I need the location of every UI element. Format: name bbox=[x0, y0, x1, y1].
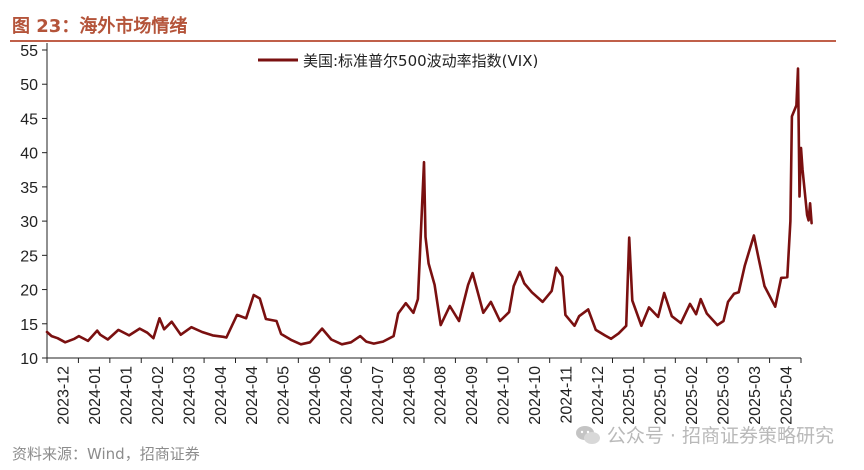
x-tick-label: 2024-01 bbox=[119, 366, 136, 425]
x-tick-label: 2024-04 bbox=[213, 366, 230, 425]
x-tick-label: 2024-12 bbox=[590, 366, 607, 425]
x-tick-label: 2024-06 bbox=[307, 366, 324, 425]
x-tick-label: 2025-01 bbox=[653, 366, 670, 425]
x-tick-label: 2025-03 bbox=[715, 366, 732, 425]
x-tick-label: 2024-02 bbox=[150, 366, 167, 425]
x-tick-label: 2024-09 bbox=[464, 366, 481, 425]
x-tick-label: 2024-05 bbox=[276, 366, 293, 425]
x-tick-label: 2024-04 bbox=[244, 366, 261, 425]
y-tick-label: 40 bbox=[20, 146, 38, 163]
x-tick-label: 2024-10 bbox=[496, 366, 513, 425]
chart-plot-area bbox=[45, 67, 813, 346]
source-note: 资料来源：Wind，招商证券 bbox=[12, 445, 200, 463]
y-tick-label: 10 bbox=[20, 351, 38, 368]
watermark: 公众号 · 招商证券策略研究 bbox=[575, 421, 834, 448]
y-tick-label: 50 bbox=[20, 77, 38, 94]
x-tick-label: 2024-08 bbox=[433, 366, 450, 425]
y-tick-label: 20 bbox=[20, 283, 38, 300]
y-tick-label: 30 bbox=[20, 214, 38, 231]
watermark-text: 公众号 · 招商证券策略研究 bbox=[606, 425, 834, 447]
chart-legend: 美国:标准普尔500波动率指数(VIX) bbox=[258, 52, 538, 70]
y-tick-label: 15 bbox=[20, 317, 38, 334]
y-tick-label: 45 bbox=[20, 111, 38, 128]
x-tick-label: 2025-02 bbox=[684, 366, 701, 425]
series-line-vix bbox=[45, 67, 813, 346]
x-tick-label: 2024-06 bbox=[338, 366, 355, 425]
y-tick-label: 35 bbox=[20, 180, 38, 197]
chart-ticks: 10 15 20 25 30 35 40 45 50 55 2023-12 2024-01 2024-0… bbox=[20, 43, 802, 425]
x-tick-label: 2024-03 bbox=[181, 366, 198, 425]
x-tick-label: 2025-03 bbox=[747, 366, 764, 425]
legend-label: 美国:标准普尔500波动率指数(VIX) bbox=[303, 52, 538, 70]
y-tick-label: 55 bbox=[20, 43, 38, 60]
x-tick-label: 2024-01 bbox=[87, 366, 104, 425]
title-divider bbox=[10, 40, 836, 42]
x-tick-label: 2024-11 bbox=[558, 366, 575, 424]
y-tick-label: 25 bbox=[20, 248, 38, 265]
x-tick-label: 2024-08 bbox=[401, 366, 418, 425]
x-tick-label: 2025-01 bbox=[621, 366, 638, 425]
figure-title: 图 23：海外市场情绪 bbox=[12, 16, 188, 37]
x-tick-label: 2023-12 bbox=[56, 366, 73, 425]
x-tick-label: 2024-10 bbox=[527, 366, 544, 425]
x-tick-label: 2025-04 bbox=[778, 366, 795, 425]
wechat-icon bbox=[575, 425, 600, 444]
x-tick-label: 2024-07 bbox=[370, 366, 387, 425]
